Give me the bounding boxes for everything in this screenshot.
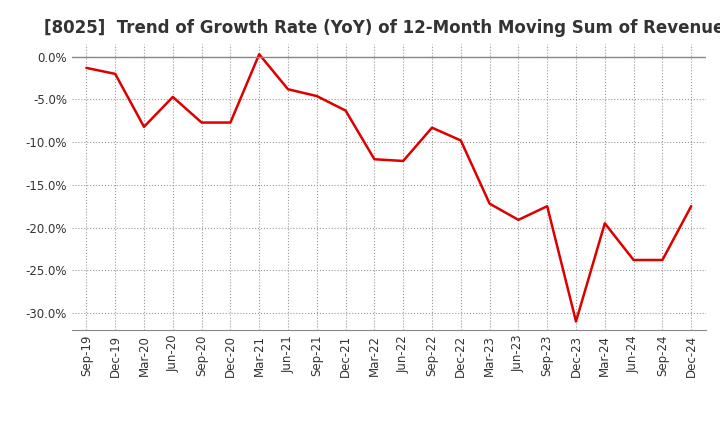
Title: [8025]  Trend of Growth Rate (YoY) of 12-Month Moving Sum of Revenues: [8025] Trend of Growth Rate (YoY) of 12-… [44, 19, 720, 37]
